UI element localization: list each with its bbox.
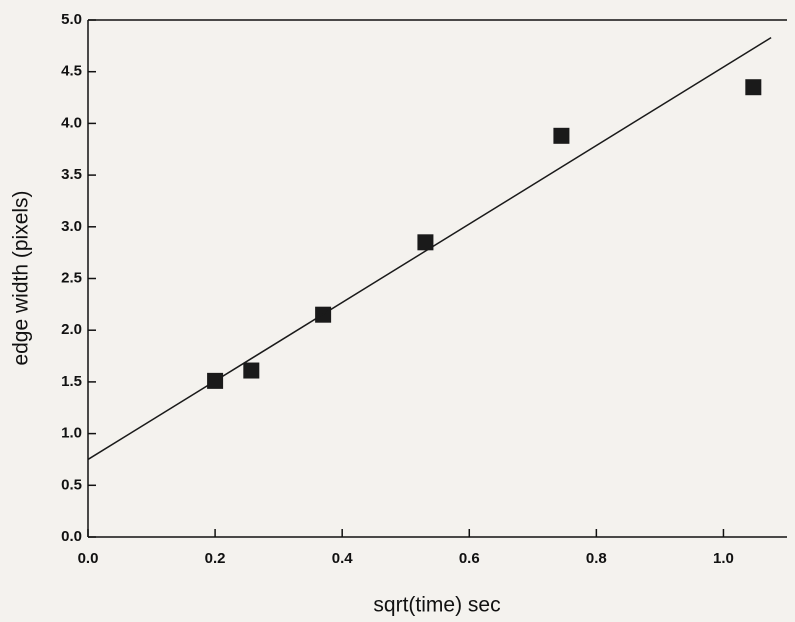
y-tick-label: 2.5: [61, 269, 82, 286]
data-point: [417, 234, 434, 251]
y-tick-label: 3.0: [61, 218, 82, 235]
x-tick-label: 0.8: [586, 550, 607, 567]
x-axis-title: sqrt(time) sec: [373, 594, 500, 617]
y-tick-label: 5.0: [61, 11, 82, 28]
data-point: [745, 79, 762, 96]
data-point: [553, 127, 570, 144]
y-tick-label: 4.5: [61, 63, 82, 80]
fit-line: [87, 36, 772, 461]
x-tick-label: 0.2: [205, 550, 226, 567]
data-point: [243, 362, 260, 379]
x-tick-label: 1.0: [713, 550, 734, 567]
y-tick-label: 1.5: [61, 373, 82, 390]
y-tick-label: 2.0: [61, 321, 82, 338]
x-tick-label: 0.0: [78, 550, 99, 567]
y-axis-title: edge width (pixels): [10, 190, 33, 365]
x-tick-label: 0.4: [332, 550, 354, 567]
x-tick-label: 0.6: [459, 550, 480, 567]
y-tick-label: 1.0: [61, 425, 82, 442]
y-tick-label: 0.5: [61, 476, 82, 493]
y-tick-label: 4.0: [61, 114, 82, 131]
y-tick-label: 0.0: [61, 528, 82, 545]
y-tick-label: 3.5: [61, 166, 82, 183]
